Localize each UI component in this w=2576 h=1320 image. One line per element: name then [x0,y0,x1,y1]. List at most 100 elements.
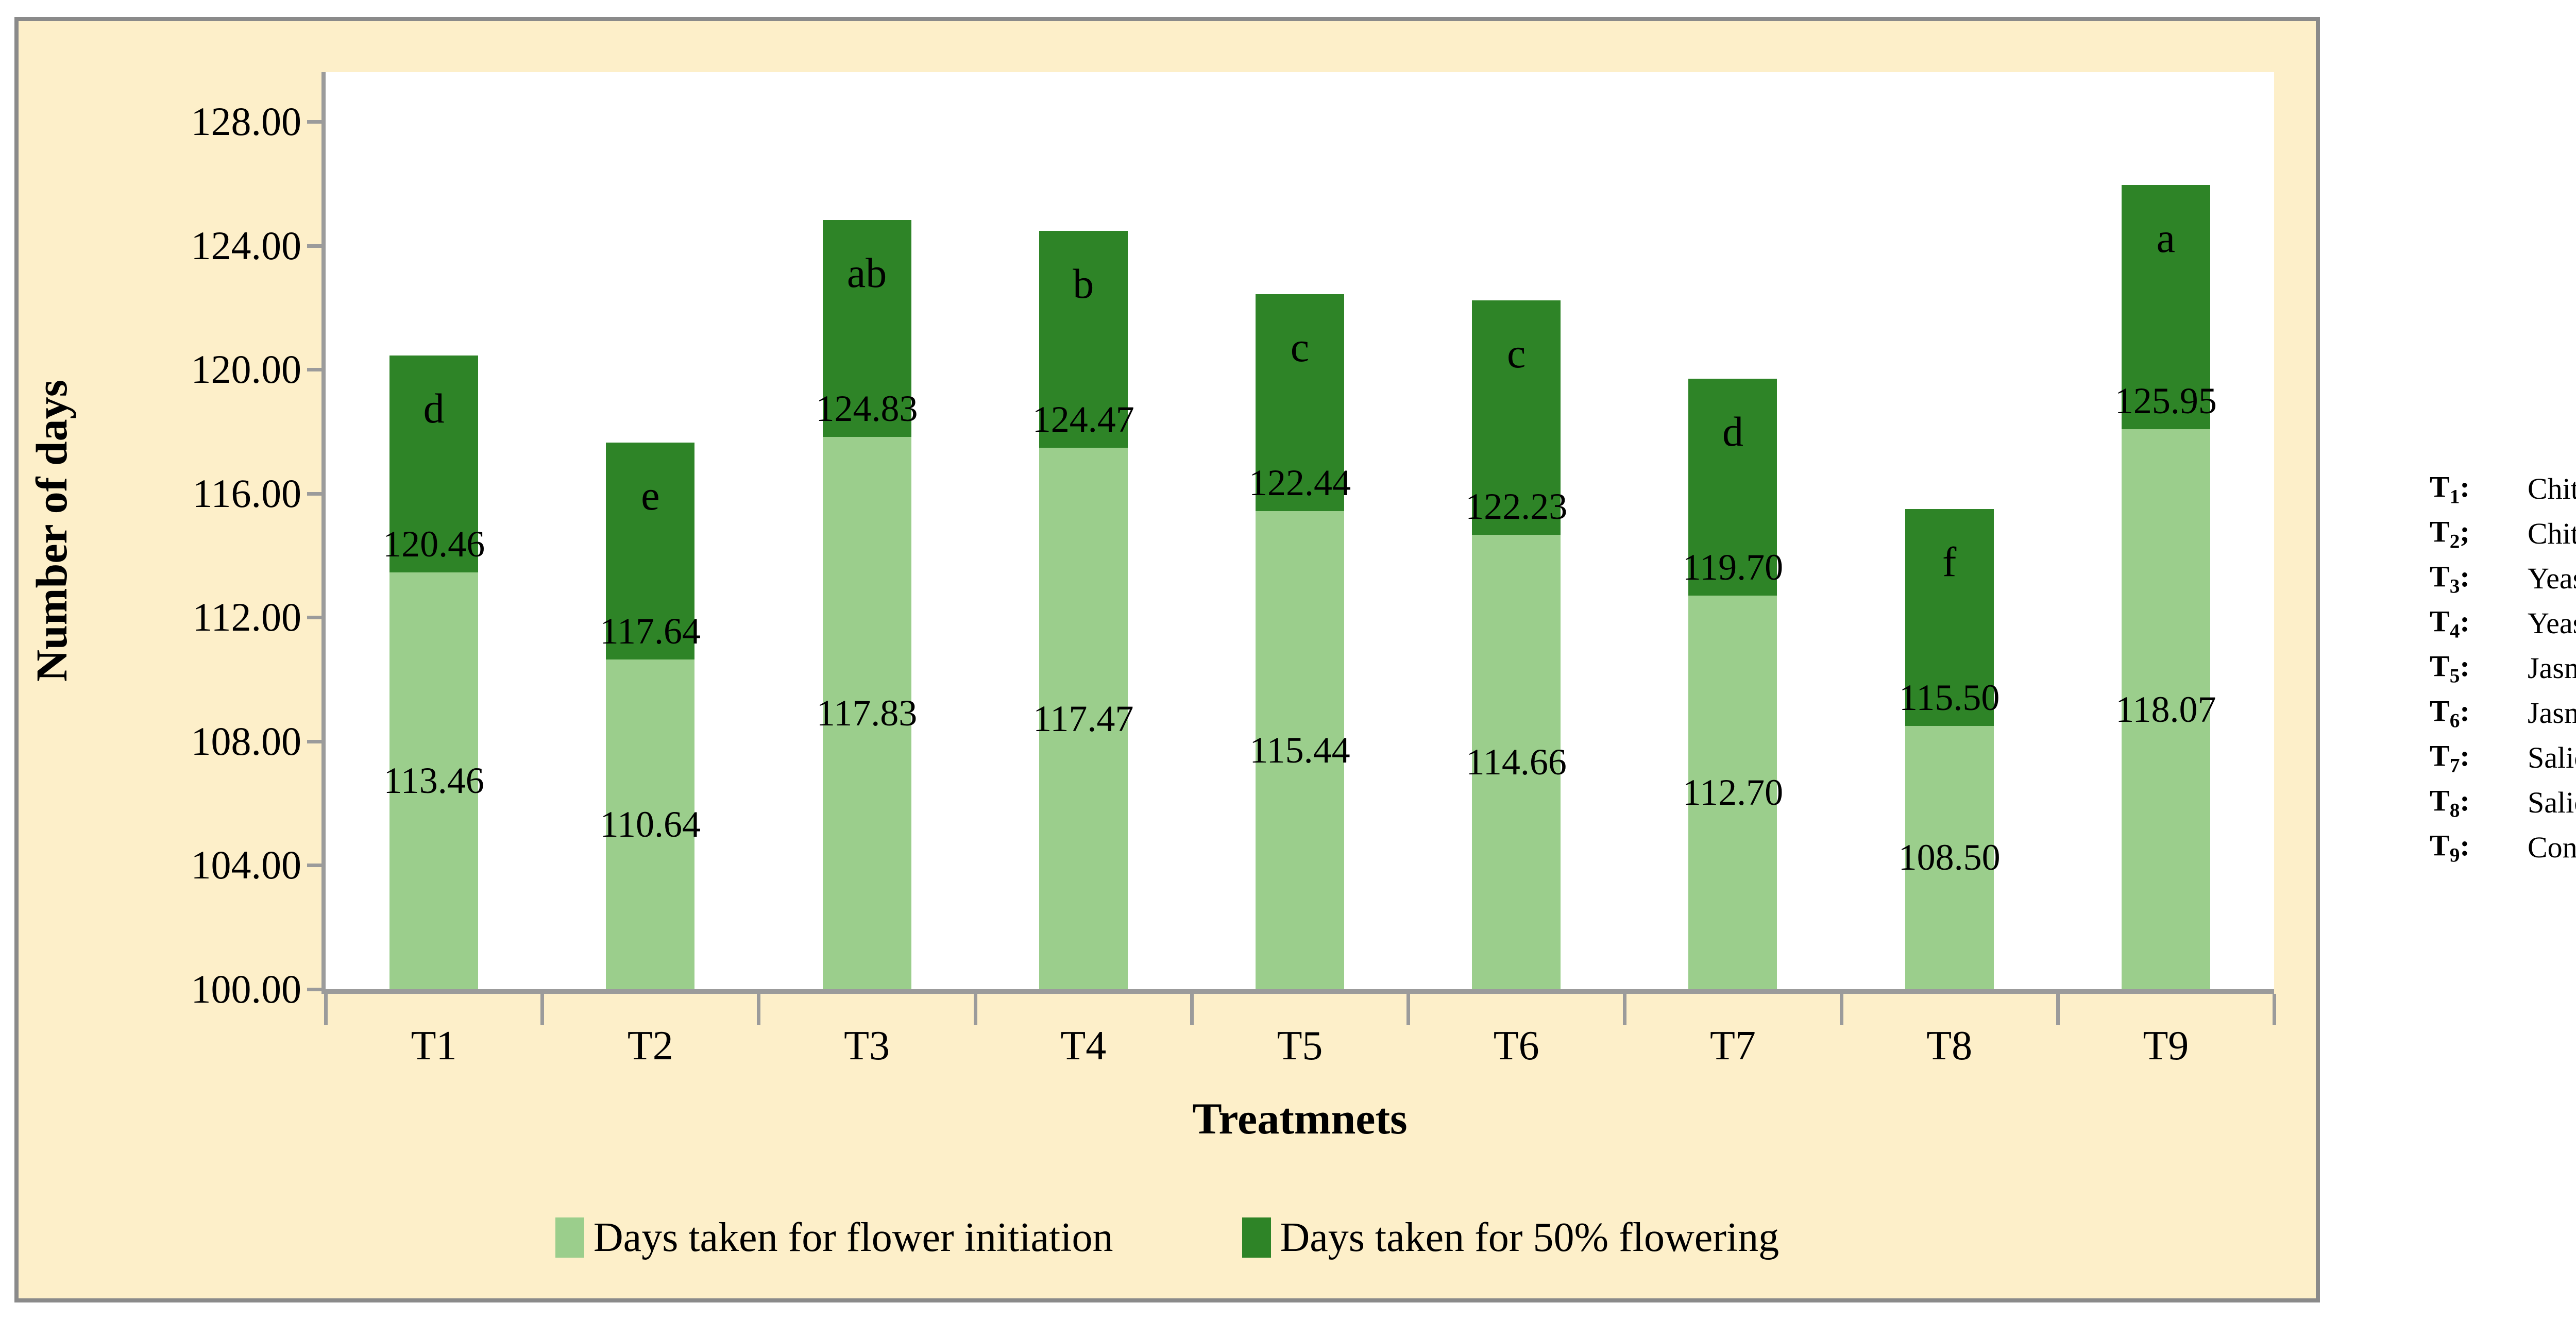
y-axis-tick-label: 128.00 [191,99,302,144]
flower-initiation-value-label: 112.70 [1682,772,1784,814]
x-category-label: T1 [411,1023,457,1069]
flower-initiation-value-label: 115.44 [1249,729,1350,771]
bar-segment-fifty-percent-flowering [2121,185,2210,430]
y-axis-tick-label: 124.00 [191,223,302,268]
flower-initiation-value-label: 118.07 [2115,688,2216,730]
y-axis-tick [307,244,321,248]
y-axis-tick [307,492,321,496]
x-category-label: T9 [2143,1023,2189,1069]
y-axis-tick-label: 108.00 [191,718,302,764]
treatment-key-label: T8: [2430,783,2470,822]
treatment-key-row: T4: Yeast Extract spray @ 1000 ppm [2430,601,2576,646]
significance-letter: e [641,472,660,519]
legend-item-flower-initiation: Days taken for flower initiation [555,1215,1113,1260]
treatment-key-row: T8: Salicylic acid spray @ 200 ppm [2430,780,2576,825]
significance-letter: c [1507,330,1526,377]
flower-initiation-value-label: 113.46 [383,760,484,802]
flower-initiation-swatch-icon [555,1217,584,1258]
x-axis-tick [1623,994,1627,1025]
x-category-label: T2 [627,1023,673,1069]
y-axis-line [321,72,326,994]
significance-letter: d [1722,408,1743,455]
x-axis-tick [324,994,328,1025]
x-category-label: T6 [1493,1023,1539,1069]
x-category-label: T7 [1710,1023,1756,1069]
fifty-percent-flowering-value-label: 115.50 [1899,676,2000,718]
bar-segment-fifty-percent-flowering [606,443,695,660]
x-axis-tick [1839,994,1843,1025]
x-category-label: T4 [1060,1023,1107,1069]
legend-item-fifty-percent-flowering: Days taken for 50% flowering [1242,1215,1779,1260]
treatment-key-description: Salicylic acid spray @ 200 ppm [2528,786,2576,819]
bar-segment-flower-initiation [2121,429,2210,989]
y-axis-tick [307,368,321,372]
x-category-label: T5 [1277,1023,1323,1069]
flower-initiation-value-label: 110.64 [600,804,701,845]
treatment-key-description: Chitosan spray @ 500 ppm [2528,472,2576,505]
treatment-key-label: T2; [2430,514,2470,553]
bar-segment-flower-initiation [1472,535,1561,989]
bar-segment-fifty-percent-flowering [822,219,911,437]
significance-letter: c [1290,323,1310,370]
y-axis-tick-label: 116.00 [192,470,301,516]
treatment-key-description: Salicylic acid spray @ 100 ppm [2528,741,2576,774]
y-axis-tick [307,616,321,620]
treatment-key-label: T9: [2430,828,2470,867]
treatment-key-row: T6: Jasmonic acid spray @ 200 ppm [2430,690,2576,735]
bar-segment-flower-initiation [1688,596,1777,989]
treatment-key-label: T3: [2430,559,2470,598]
bar-segment-fifty-percent-flowering [1688,379,1777,596]
fifty-percent-flowering-value-label: 122.44 [1249,462,1351,503]
treatment-key-row: T5: Jasmonic acid spray @ 100 ppm [2430,646,2576,690]
treatment-key-label: T7: [2430,738,2470,777]
y-axis-tick-label: 100.00 [191,967,302,1011]
x-axis-tick [1190,994,1194,1025]
treatment-key-description: Yeast Extract spray @ 500 ppm [2528,562,2576,595]
bar-segment-flower-initiation [1256,511,1344,989]
y-axis-title: Number of days [27,379,76,682]
y-axis-tick-label: 104.00 [191,842,302,888]
bar-segment-flower-initiation [1905,725,1994,989]
fifty-percent-flowering-value-label: 124.47 [1032,399,1134,441]
x-axis-tick [757,994,761,1025]
chart-legend: Days taken for flower initiation Days ta… [14,1212,2320,1263]
bar-segment-fifty-percent-flowering [389,355,479,572]
flower-initiation-value-label: 108.50 [1898,837,2001,878]
significance-letter: ab [846,249,887,296]
y-axis-tick-label: 112.00 [192,595,301,640]
legend-label-flower-initiation: Days taken for flower initiation [593,1215,1113,1260]
bar-segment-fifty-percent-flowering [1039,231,1128,448]
fifty-percent-flowering-value-label: 120.46 [383,523,485,565]
treatment-key-row: T3: Yeast Extract spray @ 500 ppm [2430,556,2576,601]
bar-segment-flower-initiation [389,572,479,989]
significance-letter: b [1073,260,1094,308]
fifty-percent-flowering-value-label: 124.83 [816,387,918,429]
y-axis-tick [307,739,321,743]
treatment-key-label: T5: [2430,649,2470,687]
fifty-percent-flowering-value-label: 125.95 [2114,380,2217,422]
x-axis-tick [540,994,545,1025]
treatment-key-description: Yeast Extract spray @ 1000 ppm [2528,606,2576,640]
fifty-percent-flowering-swatch-icon [1242,1217,1271,1258]
flower-initiation-value-label: 114.66 [1466,741,1567,783]
x-axis-tick [973,994,977,1025]
bar-segment-fifty-percent-flowering [1256,294,1344,511]
treatment-key-description: Control (water spray) [2528,831,2576,864]
bar-segment-fifty-percent-flowering [1472,300,1561,535]
x-axis-line [321,989,2274,994]
y-axis-tick [307,864,321,868]
x-category-label: T3 [844,1023,890,1069]
treatment-key-row: T1: Chitosan spray @ 500 ppm [2430,466,2576,511]
treatment-key-row: T9: Control (water spray) [2430,825,2576,870]
bar-segment-flower-initiation [606,659,695,989]
significance-letter: a [2156,214,2176,262]
x-axis-title: Treatmnets [1192,1094,1408,1143]
treatment-key-label: T6: [2430,693,2470,732]
flower-initiation-value-label: 117.47 [1033,698,1134,739]
significance-letter: f [1942,538,1957,585]
treatment-key-row: T2; Chitosan spray @ 1000 ppm [2430,511,2576,556]
treatment-key-row: T7: Salicylic acid spray @ 100 ppm [2430,735,2576,780]
flower-initiation-value-label: 117.83 [816,692,918,734]
x-category-label: T8 [1926,1023,1973,1069]
